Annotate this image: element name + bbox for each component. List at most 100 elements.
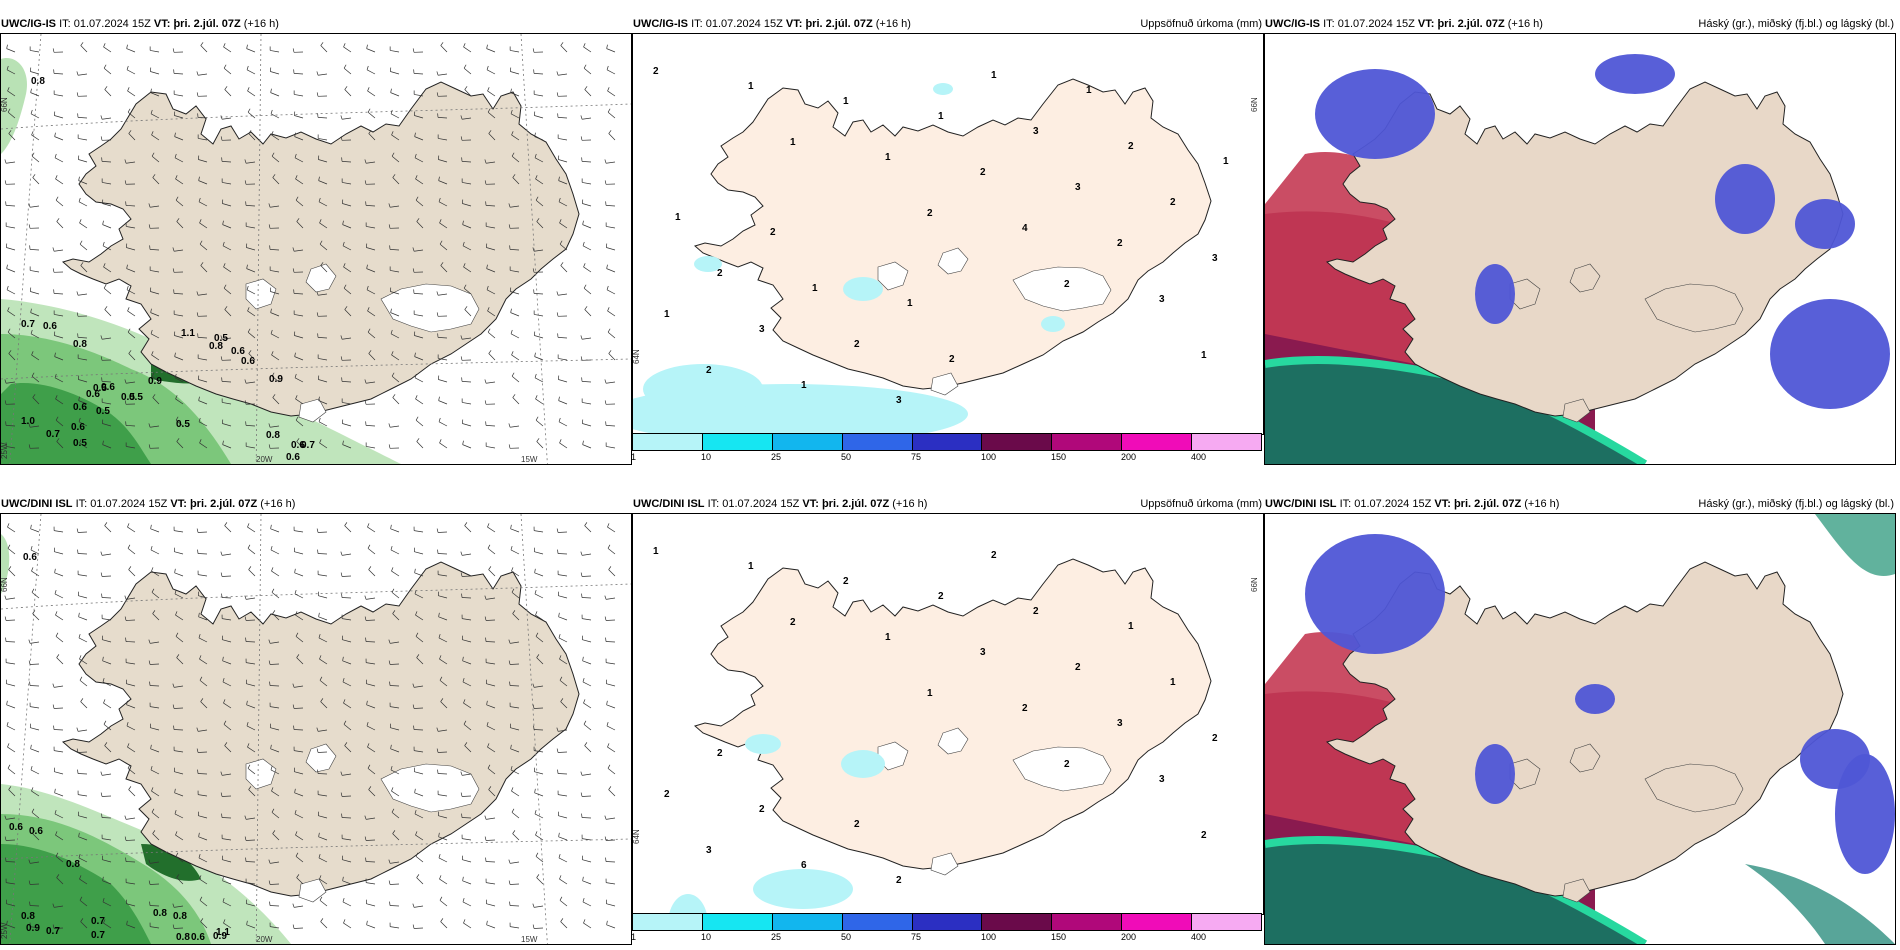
value-label: 3 [896,395,902,406]
panel-title: UWC/IG-IS IT: 01.07.2024 15Z VT: þri. 2.… [1265,18,1543,30]
value-label: 1.1 [181,328,195,339]
value-label: 1 [991,70,997,81]
value-label: 0.5 [129,392,143,403]
colorbar-tick: 1 [631,452,637,462]
cloud-layers [1265,34,1895,464]
value-label: 0.6 [86,389,100,400]
value-label: 1 [1086,85,1092,96]
lat-64-label: 64N [633,349,641,364]
colorbar-swatch [633,914,703,930]
value-label: 0.8 [266,430,280,441]
precip-values: 1 2 1 2 2 1 1 2 3 3 2 3 3 2 6 2 2 2 2 2 2 1 2 2 2 1 [653,546,1218,886]
colorbar-swatch [633,434,703,450]
value-label: 0.7 [46,926,60,937]
value-label: 0.9 [213,931,227,942]
wind-barbs [4,42,616,449]
value-label: 2 [1064,759,1070,770]
value-label: 0.9 [269,374,283,385]
model-name: UWC/DINI ISL [1265,498,1337,510]
cloud-title: Háský (gr.), miðský (fj.bl.) og lágský (… [1698,498,1894,510]
valid-time: þri. 2.júl. 07Z [173,18,241,30]
colorbar-swatch [1052,434,1123,450]
model-name: UWC/IG-IS [1265,18,1320,30]
value-label: 2 [991,550,997,561]
colorbar-labels: 1 10 25 50 75 100 150 200 400 [631,452,1262,464]
value-label: 0.6 [241,356,255,367]
axis-labels: 66N 25W 20W 15W [1,577,538,944]
cloud-map[interactable] [1264,33,1896,465]
value-label: 0.8 [73,339,87,350]
value-label: 0.8 [209,341,223,352]
value-label: 1 [938,111,944,122]
cloud-panel-row2: UWC/DINI ISL IT: 01.07.2024 15Z VT: þri.… [1264,498,1896,948]
value-label: 2 [717,268,723,279]
value-label: 0.5 [214,333,228,344]
init-time: 01.07.2024 15Z [90,498,168,510]
iceland-land [693,558,1212,870]
precip-map[interactable]: 2 1 2 2 1 1 1 4 3 2 1 2 2 1 1 1 3 3 3 3 3 2 2 2 1 2 1 1 2 1 1 2 1 66N 64N [632,33,1264,435]
panel-title: UWC/IG-IS IT: 01.07.2024 15Z VT: þri. 2.… [633,18,911,30]
lon-25-label: 25W [1,442,9,459]
lon-15-label: 15W [521,935,538,944]
value-label: 0.6 [73,402,87,413]
colorbar-tick: 10 [701,452,712,462]
value-label: 2 [980,167,986,178]
value-label: 0.5 [93,383,107,394]
value-label: 0.9 [148,376,162,387]
lat-64-label: 64N [633,829,641,844]
wind-map[interactable]: 66N 25W 20W 15W 0.8 0.7 0.6 0.8 1.1 0.5 0.9 0.8 0.5 0… [0,33,632,465]
iceland-land [1325,81,1844,417]
value-label: 0.5 [73,438,87,449]
value-label: 1 [1128,621,1134,632]
value-label: 2 [949,354,955,365]
axis-labels: 66N 64N [633,97,1259,364]
precip-map[interactable]: 1 2 1 2 2 1 1 2 3 3 2 3 3 2 6 2 2 2 2 2 2 1 2 2 2 1 66N 64N [632,513,1264,915]
lon-15-label: 15W [521,455,538,464]
cloud-layers [1265,514,1895,944]
value-label: 1 [812,283,818,294]
lon-20-label: 20W [256,455,273,464]
axis-labels: 66N 25W 20W 15W [1,97,538,464]
value-label: 2 [896,875,902,886]
colorbar-swatch [1122,914,1193,930]
value-label: 0.5 [96,406,110,417]
precip-title: Uppsöfnuð úrkoma (mm) [1140,18,1262,30]
value-label: 1 [790,137,796,148]
valid-time: þri. 2.júl. 07Z [821,498,890,510]
value-label: 2 [717,748,723,759]
lead-time: (+16 h) [243,18,279,30]
precip-panel-row1: UWC/IG-IS IT: 01.07.2024 15Z VT: þri. 2.… [631,18,1264,468]
value-label: 3 [1159,774,1165,785]
lat-66-label: 66N [1,97,9,112]
value-label: 2 [759,804,765,815]
value-label: 1 [1170,677,1176,688]
value-label: 2 [790,617,796,628]
colorbar-tick: 10 [701,932,712,942]
colorbar-swatch [1192,914,1262,930]
colorbar-tick: 400 [1191,932,1207,942]
colorbar-tick: 75 [911,932,922,942]
colorbar-tick: 50 [841,452,852,462]
value-label: 1.0 [21,416,35,427]
value-label: 1.1 [216,927,230,938]
model-name: UWC/DINI ISL [1,498,73,510]
wind-map[interactable]: 66N 25W 20W 15W 0.6 0.6 0.6 0.8 0.8 0.8 0.7 0.9 0.7 0… [0,513,632,945]
model-name: UWC/DINI ISL [633,498,705,510]
colorbar-swatch [772,914,843,930]
value-label: 2 [653,66,659,77]
precip-title: Uppsöfnuð úrkoma (mm) [1140,498,1262,510]
cloud-map[interactable] [1264,513,1896,945]
value-label: 2 [664,789,670,800]
value-label: 1 [907,298,913,309]
value-label: 0.8 [21,911,35,922]
lead-time: (+16 h) [892,498,928,510]
precip-layers: 1 2 1 2 2 1 1 2 3 3 2 3 3 2 6 2 2 2 2 2 2 1 2 2 2 1 66N 64N [633,514,1263,914]
colorbar-tick: 25 [771,452,782,462]
value-label: 1 [664,309,670,320]
lead-time: (+16 h) [1507,18,1543,30]
valid-time: þri. 2.júl. 07Z [805,18,873,30]
value-label: 0.7 [21,319,35,330]
value-label: 0.8 [173,911,187,922]
value-label: 0.6 [29,826,43,837]
